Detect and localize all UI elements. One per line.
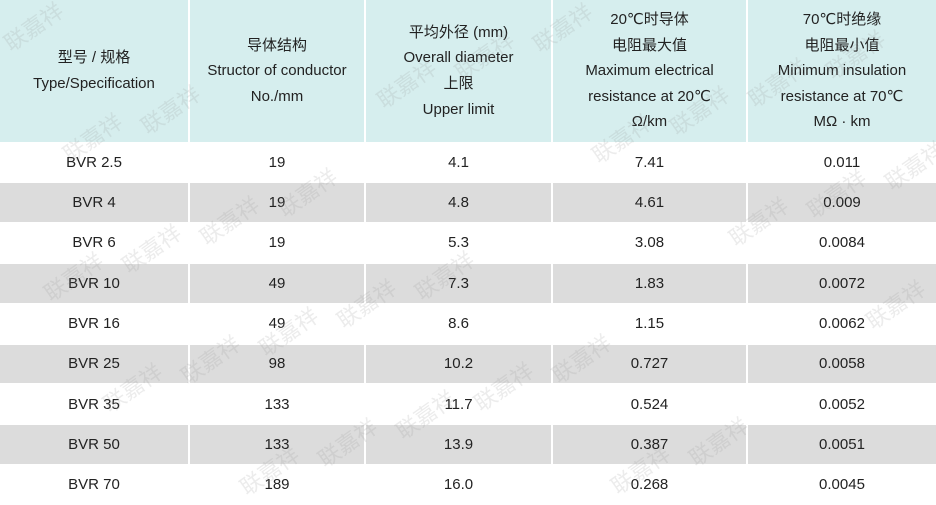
table-cell: 0.524 xyxy=(630,395,669,413)
table-cell: 13.9 xyxy=(366,425,551,464)
header-cell: 70℃时绝缘 电阻最小值 Minimum insulation resistance … xyxy=(748,0,936,142)
header-line: 型号 / 规格 xyxy=(57,49,131,67)
header-line: Structor of conductor xyxy=(207,62,347,80)
header-line: 电阻最小值 xyxy=(804,36,880,54)
table-cell: 19 xyxy=(190,183,364,223)
table-cell: BVR 50 xyxy=(0,425,188,464)
table-cell: 0.0084 xyxy=(819,234,865,252)
table-cell: 133 xyxy=(190,425,364,464)
table-cell: 7.3 xyxy=(366,263,551,303)
table-cell: 0.727 xyxy=(553,344,746,384)
header-cell: 导体结构 Structor of conductor No./mm xyxy=(190,0,364,142)
table-cell: 1.83 xyxy=(553,263,746,303)
header-line: 上限 xyxy=(443,75,474,92)
table-cell: BVR 25 xyxy=(0,344,188,384)
table-cell: 49 xyxy=(190,263,364,303)
table-cell: 1.15 xyxy=(634,315,665,333)
header-line: MΩ · km xyxy=(813,113,871,131)
table-cell: 11.7 xyxy=(444,395,473,413)
header-line: resistance at 20℃ xyxy=(588,87,711,105)
table-cell: BVR 6 xyxy=(72,234,116,252)
table-cell: 19 xyxy=(268,153,286,171)
header-line: Type/Specification xyxy=(33,75,155,92)
table-cell: 49 xyxy=(268,315,286,333)
header-line: 70℃时绝缘 xyxy=(802,11,882,29)
header-line: No./mm xyxy=(250,87,304,105)
table-cell: 98 xyxy=(190,344,364,384)
table-cell: 10.2 xyxy=(366,344,551,384)
table-cell: 19 xyxy=(268,234,286,252)
table-cell: 0.268 xyxy=(630,476,669,494)
header-line: 平均外径 (mm) xyxy=(408,23,509,41)
table-cell: BVR 70 xyxy=(68,476,120,494)
header-line: 电阻最大值 xyxy=(611,36,687,54)
table-cell: 0.011 xyxy=(823,153,861,171)
table-cell: 4.1 xyxy=(448,153,469,171)
table-cell: BVR 10 xyxy=(0,263,188,303)
table-cell: 16.0 xyxy=(443,476,474,494)
header-line: Minimum insulation xyxy=(777,62,907,80)
table-cell: 0.0051 xyxy=(748,425,936,464)
header-line: 20℃时导体 xyxy=(610,11,689,29)
table-cell: 7.41 xyxy=(634,153,665,171)
table-cell: 0.0062 xyxy=(819,315,865,333)
table-cell: 189 xyxy=(264,476,290,494)
table-cell: 133 xyxy=(264,395,290,413)
table-cell: 0.009 xyxy=(748,183,936,223)
header-line: Maximum electrical xyxy=(585,62,714,80)
table-cell: BVR 16 xyxy=(68,315,120,333)
table-cell: 8.6 xyxy=(448,315,469,333)
table-cell: 3.08 xyxy=(634,234,665,252)
table-cell: 4.61 xyxy=(553,183,746,223)
header-cell: 20℃时导体 电阻最大值 Maximum electrical resistance … xyxy=(553,0,746,142)
table-cell: BVR 4 xyxy=(0,183,188,223)
header-line: resistance at 70℃ xyxy=(780,87,904,105)
table-cell: 0.0058 xyxy=(748,344,936,384)
table-cell: BVR 2.5 xyxy=(66,153,122,171)
table-cell: BVR 35 xyxy=(68,395,120,413)
header-line: Ω/km xyxy=(631,113,668,131)
table-cell: 0.0045 xyxy=(819,476,865,494)
table-cell: 0.0052 xyxy=(819,395,865,413)
header-cell: 型号 / 规格 Type/Specification xyxy=(0,0,188,142)
table-cell: 4.8 xyxy=(366,183,551,223)
table-cell: 0.387 xyxy=(553,425,746,464)
header-line: Upper limit xyxy=(422,100,495,118)
header-line: 导体结构 xyxy=(246,36,307,54)
header-cell: 平均外径 (mm) Overall diameter 上限 Upper limit xyxy=(366,0,551,142)
table-cell: 5.3 xyxy=(448,234,469,252)
header-line: Overall diameter xyxy=(403,49,514,67)
table-cell: 0.0072 xyxy=(748,263,936,303)
